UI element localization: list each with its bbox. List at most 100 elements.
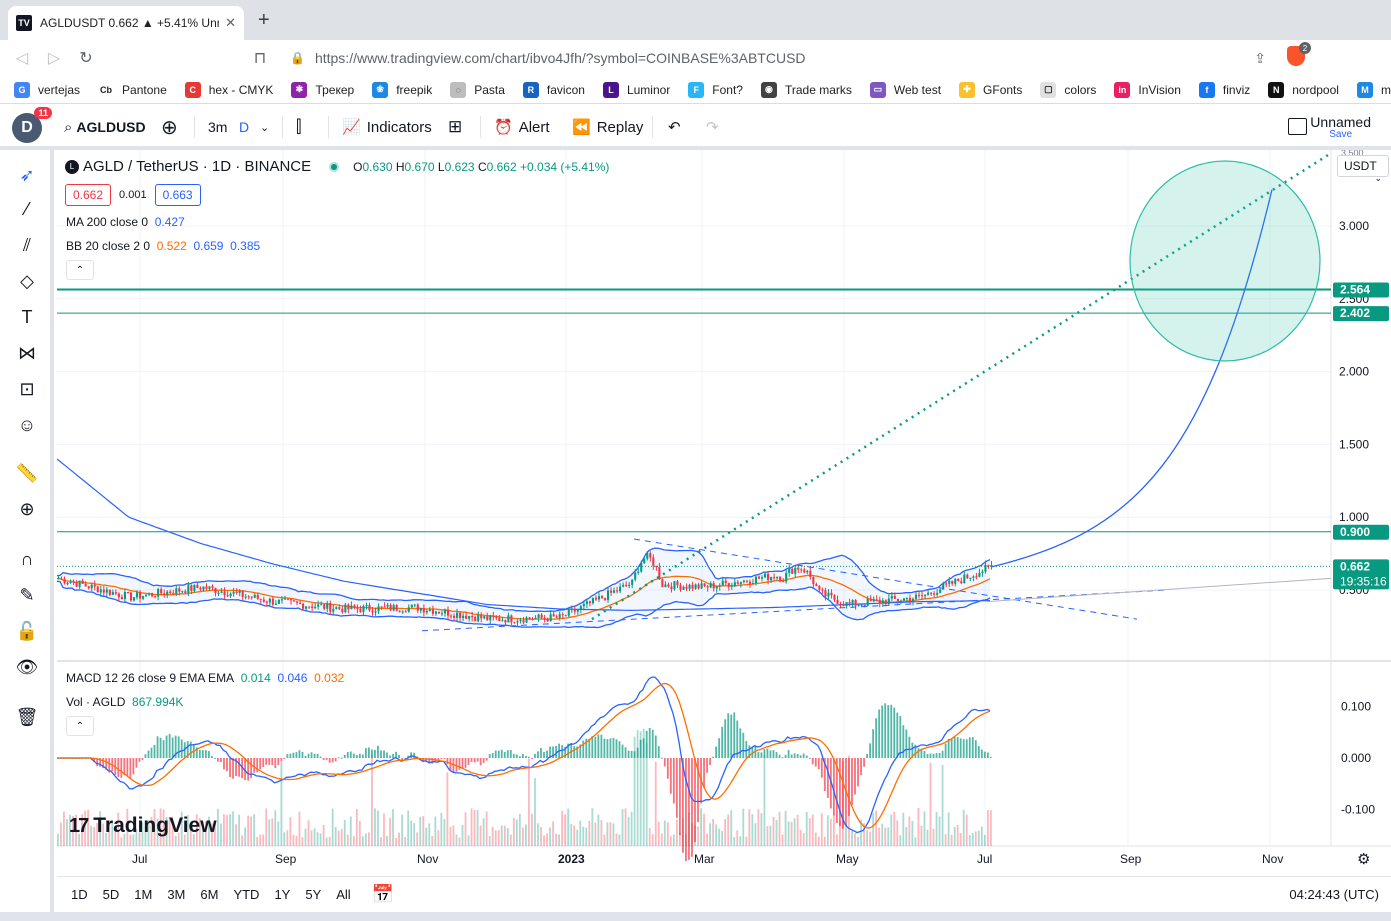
reload-icon[interactable]: ↻ (79, 50, 93, 67)
candle-body (954, 578, 957, 584)
ruler-icon[interactable]: 📏 (15, 462, 39, 483)
cursor-icon[interactable]: ➶ (19, 164, 35, 185)
bookmark-item[interactable]: F Font? (688, 81, 743, 98)
bookmark-item[interactable]: ▭ Web test (869, 81, 941, 98)
collapse-legend-button[interactable]: ⌃ (66, 260, 94, 280)
bb-legend[interactable]: BB 20 close 2 0 0.522 0.659 0.385 (66, 239, 261, 253)
interval-button[interactable]: D (239, 119, 250, 135)
redo-icon[interactable]: ↷ (706, 119, 719, 136)
chevron-down-icon[interactable]: ⌄ (260, 121, 270, 134)
templates-grid-icon[interactable]: ⊞ (448, 117, 463, 136)
bookmark-item[interactable]: ✚ GFonts (959, 81, 1022, 98)
volume-bar (286, 830, 289, 846)
fib-retracement-icon[interactable]: ⫽ (22, 234, 32, 255)
collapse-pane-button[interactable]: ⌃ (66, 716, 94, 736)
new-tab-icon[interactable]: + (258, 9, 270, 31)
candle-body (471, 616, 474, 618)
buy-price-button[interactable]: 0.663 (154, 184, 201, 206)
xabcd-pattern-icon[interactable]: ⋈ (18, 342, 36, 363)
undo-icon[interactable]: ↶ (668, 119, 681, 136)
symbol-search-button[interactable]: ⌕ AGLDUSD (64, 118, 146, 136)
ma-legend[interactable]: MA 200 close 0 0.427 (66, 215, 185, 229)
bookmark-item[interactable]: f finviz (1198, 81, 1250, 98)
brave-shield-icon[interactable]: 2 (1287, 42, 1311, 66)
candles-style-icon[interactable]: ⫿ (296, 117, 302, 136)
timeframe-button[interactable]: 3m (208, 119, 228, 135)
macd-histogram-bar (980, 749, 983, 758)
macd-legend[interactable]: MACD 12 26 close 9 EMA EMA 0.014 0.046 0… (66, 671, 345, 685)
bookmark-item[interactable]: in InVision (1114, 81, 1181, 98)
zoom-in-icon[interactable]: ⊕ (19, 498, 35, 519)
prediction-icon[interactable]: ⊡ (19, 378, 35, 399)
macd-histogram-bar (654, 735, 657, 758)
volume-bar (555, 833, 558, 846)
range-button-all[interactable]: All (336, 887, 351, 902)
candle (274, 600, 277, 606)
lock-drawing-pencil-icon[interactable]: ✎ (19, 584, 35, 605)
chart-area[interactable]: 3.000 2.500 2.000 1.500 1.000 0.500 3.500 2.564… (57, 150, 1391, 876)
range-button-5y[interactable]: 5Y (305, 887, 322, 902)
volume-legend[interactable]: Vol · AGLD 867.994K (66, 695, 184, 709)
user-avatar[interactable]: D 11 (12, 107, 52, 143)
text-tool-icon[interactable]: T (21, 306, 33, 327)
bookmark-item[interactable]: ◌ Pasta (450, 81, 505, 98)
price-chart[interactable]: 3.0002.5002.0001.5001.0000.5003.5002.564… (57, 150, 1391, 876)
candle-body (603, 598, 607, 600)
share-icon[interactable]: ⇪ (1254, 49, 1266, 66)
eye-icon[interactable]: 👁 (15, 656, 39, 677)
range-button-6m[interactable]: 6M (200, 887, 219, 902)
magnet-icon[interactable]: ∩ (20, 548, 34, 569)
range-button-5d[interactable]: 5D (102, 887, 120, 902)
currency-unit-select[interactable]: USDT ⌄ (1337, 155, 1389, 183)
emoji-icon[interactable]: ☺ (17, 414, 37, 435)
range-button-1m[interactable]: 1M (134, 887, 153, 902)
browser-tab[interactable]: TV AGLDUSDT 0.662 ▲ +5.41% Unna ✕ (8, 6, 244, 40)
clock[interactable]: 04:24:43 (UTC) (1289, 887, 1379, 902)
sell-price-button[interactable]: 0.662 (65, 184, 112, 206)
candle (341, 605, 344, 614)
bookmark-item[interactable]: L Luminor (602, 81, 670, 98)
range-button-3m[interactable]: 3M (167, 887, 186, 902)
back-icon[interactable]: ◁ (15, 50, 29, 67)
replay-button[interactable]: ⏪ Replay (572, 118, 644, 137)
volume-bar (769, 825, 772, 846)
url-field[interactable]: 🔒 https://www.tradingview.com/chart/ibvo… (282, 44, 1322, 72)
layout-name-button[interactable]: Unnamed Save (1310, 114, 1371, 140)
range-button-ytd[interactable]: YTD (233, 887, 260, 902)
layout-select-icon[interactable] (1288, 118, 1307, 135)
compare-symbol-icon[interactable]: ⊕ (161, 116, 178, 139)
candle-body (286, 598, 290, 600)
macd-histogram-bar (449, 758, 452, 772)
candle-body (637, 571, 640, 573)
alert-button[interactable]: ⏰ Alert (494, 118, 550, 137)
bookmark-item[interactable]: ◉ Trade marks (760, 81, 852, 98)
candle (75, 580, 78, 588)
trend-line-icon[interactable]: ⁄ (25, 198, 29, 219)
range-button-1d[interactable]: 1D (71, 887, 88, 902)
indicators-button[interactable]: 📈 Indicators (342, 118, 432, 137)
candle-body (413, 604, 416, 606)
bookmark-item[interactable]: ❀ freepik (372, 81, 432, 98)
bookmark-icon[interactable]: ⊓ (253, 50, 267, 67)
forward-icon[interactable]: ▷ (47, 50, 61, 67)
patterns-icon[interactable]: ◇ (20, 270, 34, 291)
macd-histogram-bar (754, 746, 757, 758)
candle-body (446, 609, 450, 616)
bookmark-item[interactable]: ✱ Трекер (291, 81, 354, 98)
bookmark-item[interactable]: ▢ colors (1040, 81, 1096, 98)
candle-body (561, 614, 564, 616)
macd-histogram-bar (220, 758, 222, 763)
macd-histogram-bar (591, 736, 594, 758)
bookmark-item[interactable]: Cb Pantone (98, 81, 167, 98)
goto-date-calendar-icon[interactable]: 📅 (371, 884, 395, 904)
range-button-1y[interactable]: 1Y (274, 887, 291, 902)
trash-icon[interactable]: 🗑 (15, 706, 39, 727)
lock-icon[interactable]: 🔓 (15, 620, 39, 641)
bookmark-item[interactable]: Mmockup (1356, 81, 1391, 98)
close-tab-icon[interactable]: ✕ (225, 15, 236, 30)
macd-histogram-bar (911, 742, 914, 758)
